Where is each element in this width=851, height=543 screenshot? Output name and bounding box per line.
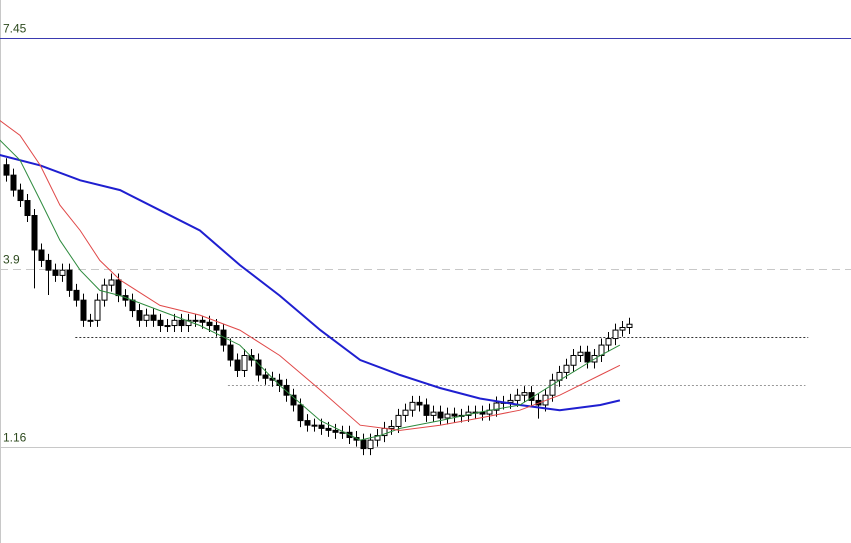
candle-body: [451, 413, 458, 417]
candle-body: [10, 174, 17, 191]
candle-body: [332, 429, 339, 433]
candle-body: [612, 329, 619, 340]
candle-body: [374, 435, 381, 441]
moving-average: [0, 154, 621, 412]
candle-body: [290, 394, 297, 406]
candle-body: [493, 402, 500, 411]
candle-body: [367, 439, 374, 450]
y-tick-label: 1.16: [3, 431, 27, 445]
candle-body: [409, 401, 416, 411]
candle-body: [157, 319, 164, 327]
candle-body: [437, 411, 444, 419]
candle-body: [213, 325, 220, 331]
candle-body: [514, 394, 521, 401]
candle-body: [416, 401, 423, 406]
candle-body: [598, 344, 605, 356]
candle-body: [150, 314, 157, 321]
candle-body: [619, 326, 626, 331]
candle-body: [115, 279, 122, 297]
candle-body: [325, 427, 332, 431]
candle-body: [248, 354, 255, 361]
candle-body: [521, 392, 528, 396]
candle-body: [171, 319, 178, 327]
candle-body: [17, 189, 24, 202]
candle-body: [87, 319, 94, 322]
candle-body: [626, 323, 633, 328]
candle-body: [605, 338, 612, 346]
candle-body: [304, 420, 311, 426]
candle-body: [563, 364, 570, 373]
candle-body: [430, 411, 437, 416]
y-tick-label: 7.45: [3, 22, 27, 36]
candle-body: [255, 359, 262, 376]
candle-body: [584, 351, 591, 363]
candle-body: [38, 249, 45, 261]
candle-body: [80, 299, 87, 321]
candle-body: [395, 414, 402, 427]
candle-body: [206, 321, 213, 327]
candle-body: [360, 439, 367, 450]
candle-body: [164, 325, 171, 328]
candle-body: [549, 379, 556, 396]
moving-average: [0, 139, 621, 441]
candle-body: [3, 164, 10, 176]
candle-body: [444, 413, 451, 419]
candle-body: [45, 259, 52, 271]
candle-body: [234, 359, 241, 371]
candle-body: [241, 354, 248, 371]
candle-body: [24, 200, 31, 217]
candle-body: [185, 319, 192, 327]
candle-body: [143, 314, 150, 321]
candle-body: [31, 215, 38, 251]
candle-body: [570, 354, 577, 366]
candle-body: [178, 319, 185, 327]
candle-body: [283, 384, 290, 396]
candle-body: [108, 279, 115, 286]
candle-body: [199, 319, 206, 323]
candle-body: [136, 310, 143, 321]
candle-body: [94, 299, 101, 321]
candle-body: [507, 399, 514, 403]
candle-body: [59, 269, 66, 276]
candle-body: [423, 404, 430, 416]
candle-body: [297, 404, 304, 422]
candle-body: [262, 374, 269, 379]
candle-body: [388, 425, 395, 429]
candle-body: [311, 424, 318, 427]
candle-body: [577, 351, 584, 356]
candle-body: [318, 424, 325, 429]
candle-body: [402, 409, 409, 416]
candle-body: [66, 269, 73, 291]
candle-body: [227, 344, 234, 361]
candle-body: [192, 319, 199, 322]
candle-body: [52, 269, 59, 276]
y-tick-label: 3.9: [3, 253, 20, 267]
candle-body: [101, 284, 108, 301]
candle-body: [73, 289, 80, 301]
candle-body: [129, 299, 136, 312]
moving-average: [0, 119, 621, 431]
